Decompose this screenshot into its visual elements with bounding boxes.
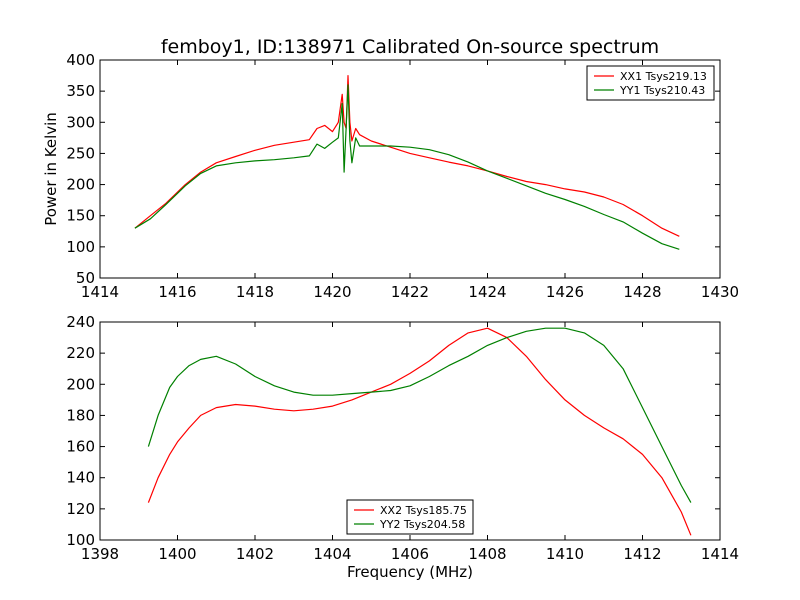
y-tick-label: 240 [66, 313, 95, 331]
x-tick-label: 1428 [623, 283, 661, 301]
y-tick-label: 120 [66, 500, 95, 518]
x-tick-label: 1404 [313, 545, 351, 563]
x-tick-label: 1398 [81, 545, 119, 563]
y-tick-label: 140 [66, 469, 95, 487]
legend-box [586, 65, 715, 101]
x-tick-label: 1414 [701, 545, 739, 563]
y-tick-label: 100 [66, 531, 95, 549]
y-tick-label: 180 [66, 406, 95, 424]
legend-entry: XX2 Tsys185.75 [380, 504, 467, 517]
chart-title: femboy1, ID:138971 Calibrated On-source … [161, 36, 659, 58]
bottom-subplot: 1398 1400 1402 1404 1406 1408 1410 1412 1414 100 1… [66, 313, 739, 581]
y-tick-label: 100 [66, 238, 95, 256]
x-tick-label: 1414 [81, 283, 119, 301]
x-tick-label: 1424 [468, 283, 506, 301]
y-tick-label: 50 [76, 269, 95, 287]
x-tick-label: 1408 [468, 545, 506, 563]
x-tick-label: 1412 [623, 545, 661, 563]
y-tick-label: 300 [66, 113, 95, 131]
x-tick-label: 1406 [391, 545, 429, 563]
y-axis-label: Power in Kelvin [42, 112, 60, 226]
series-line-1-2 [134, 84, 680, 250]
y-tick-label: 150 [66, 207, 95, 225]
legend-entry: YY2 Tsys204.58 [379, 518, 465, 531]
y-tick-label: 400 [66, 51, 95, 69]
legend-entry: XX1 Tsys219.13 [620, 70, 707, 83]
x-tick-label: 1418 [236, 283, 274, 301]
x-tick-label: 1426 [546, 283, 584, 301]
x-tick-label: 1420 [313, 283, 351, 301]
y-tick-label: 160 [66, 438, 95, 456]
x-tick-label: 1410 [546, 545, 584, 563]
x-tick-label: 1416 [158, 283, 196, 301]
x-tick-label: 1422 [391, 283, 429, 301]
legend-box [346, 499, 474, 535]
series-line-2-1 [147, 327, 692, 536]
x-tick-label: 1400 [158, 545, 196, 563]
y-tick-label: 200 [66, 375, 95, 393]
top-subplot: 1414 1416 1418 1420 1422 1424 1426 1428 1430 50 10… [42, 51, 739, 301]
y-tick-label: 350 [66, 82, 95, 100]
series-line-2-2 [147, 327, 692, 503]
legend-entry: YY1 Tsys210.43 [619, 84, 705, 97]
series-line-1-1 [134, 74, 680, 237]
y-tick-label: 250 [66, 144, 95, 162]
y-tick-label: 220 [66, 344, 95, 362]
x-tick-label: 1430 [701, 283, 739, 301]
x-axis-label: Frequency (MHz) [347, 563, 473, 581]
y-tick-label: 200 [66, 176, 95, 194]
x-tick-label: 1402 [236, 545, 274, 563]
